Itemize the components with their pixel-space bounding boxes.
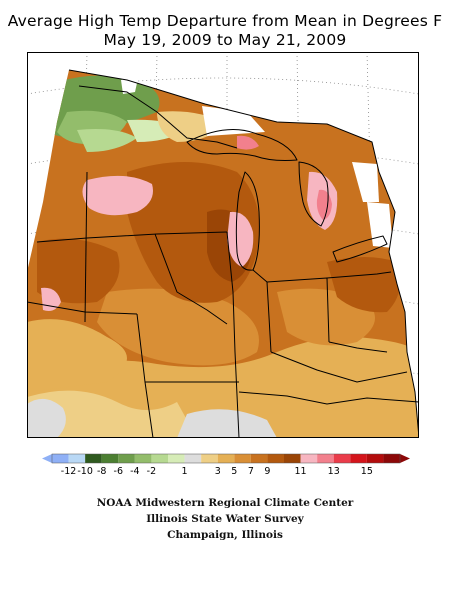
legend-tick-label: 9: [264, 466, 270, 477]
legend-tick-label: 15: [361, 466, 373, 477]
boundary-lines: [27, 69, 419, 438]
legend-tick-label: 1: [182, 466, 188, 477]
legend-swatch: [250, 454, 268, 463]
legend-swatch: [234, 454, 251, 463]
legend-swatch: [52, 454, 69, 463]
legend-swatch: [168, 454, 185, 463]
legend-tick-label: 11: [295, 466, 307, 477]
legend-swatch: [118, 454, 135, 463]
legend-tick-label: 5: [231, 466, 237, 477]
region-negative-north-lighter: [77, 129, 137, 152]
legend-swatch: [366, 454, 384, 463]
legend-swatch: [267, 454, 284, 463]
legend-swatch: [333, 454, 351, 463]
legend-swatch: [101, 454, 119, 463]
map-title: Average High Temp Departure from Mean in…: [7, 12, 443, 30]
map-date-range: May 19, 2009 to May 21, 2009: [103, 31, 347, 49]
legend-arrow-low: [42, 454, 52, 463]
legend-swatch: [184, 454, 202, 463]
legend-swatch: [284, 454, 301, 463]
credit-line-2: Illinois State Water Survey: [146, 513, 304, 525]
credit-line-1: NOAA Midwestern Regional Climate Center: [96, 497, 354, 509]
legend-swatch: [217, 454, 235, 463]
legend-tick-label: -10: [77, 466, 93, 477]
legend-arrow-high: [400, 454, 410, 463]
legend-tick-label: -12: [61, 466, 77, 477]
region-pink-superior: [237, 135, 259, 150]
temperature-departure-map: [27, 52, 419, 438]
region-pink-minnesota: [82, 175, 153, 216]
legend-swatch: [151, 454, 168, 463]
legend-tick-label: 13: [328, 466, 340, 477]
legend-swatch: [300, 454, 318, 463]
legend-tick-label: 7: [248, 466, 254, 477]
legend-tick-label: -4: [130, 466, 139, 477]
legend-tick-label: -8: [97, 466, 106, 477]
region-near-normal-s: [177, 409, 277, 438]
legend-swatch: [383, 454, 400, 463]
credit-line-3: Champaign, Illinois: [167, 529, 283, 541]
legend-swatch: [85, 454, 102, 463]
legend-swatch: [350, 454, 367, 463]
legend-outline: [51, 453, 401, 464]
region-7-9F-west: [37, 238, 120, 304]
region-1F-sw: [27, 390, 197, 438]
region-1-3F-west: [27, 319, 127, 392]
region-near-normal-sw: [27, 398, 66, 438]
legend-tick-label: -6: [114, 466, 123, 477]
color-legend: -12 -10 -8 -6 -4 -2 1 3 5 7 9 11 13 15: [42, 453, 410, 477]
missing-data-areas: [121, 74, 393, 248]
legend-swatch: [317, 454, 334, 463]
region-3-5F-mid: [97, 288, 259, 366]
legend-swatch: [134, 454, 152, 463]
legend-tick-label: 3: [215, 466, 221, 477]
legend-swatch: [68, 454, 86, 463]
legend-swatch: [201, 454, 218, 463]
region-7-9F-ohio: [327, 257, 401, 313]
legend-tick-label: -2: [147, 466, 156, 477]
region-pink-lake-michigan: [227, 211, 254, 267]
